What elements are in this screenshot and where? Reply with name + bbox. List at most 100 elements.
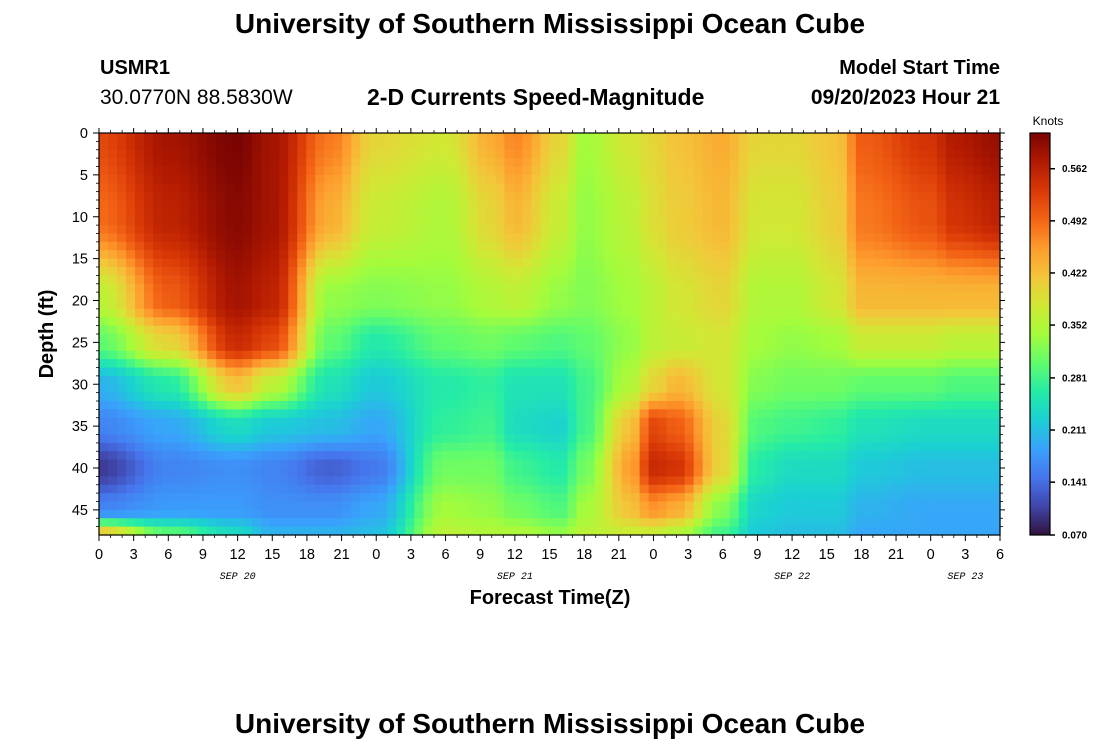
heat-cell <box>423 183 433 193</box>
heat-cell <box>648 392 659 402</box>
heat-cell <box>513 208 524 218</box>
heat-cell <box>324 258 334 268</box>
heat-cell <box>828 484 839 494</box>
heat-cell <box>459 166 470 176</box>
heat-cell <box>630 300 641 310</box>
heat-cell <box>927 317 938 327</box>
heat-cell <box>495 375 506 385</box>
heat-cell <box>801 384 812 394</box>
heat-cell <box>198 292 208 302</box>
heat-cell <box>405 518 415 528</box>
heat-cell <box>522 250 533 260</box>
heat-cell <box>810 200 821 209</box>
heat-cell <box>819 300 830 310</box>
heat-cell <box>603 300 614 310</box>
heat-cell <box>216 509 226 519</box>
heat-cell <box>477 526 488 536</box>
heat-cell <box>612 200 623 209</box>
heat-cell <box>423 518 433 528</box>
heat-cell <box>369 200 379 209</box>
heat-cell <box>729 334 740 343</box>
heat-cell <box>333 216 343 226</box>
heat-cell <box>864 526 875 536</box>
heat-cell <box>621 526 632 536</box>
heat-cell <box>387 384 397 394</box>
heat-cell <box>603 442 614 452</box>
heat-cell <box>117 367 127 377</box>
heat-cell <box>837 141 848 151</box>
heat-cell <box>882 409 893 419</box>
heat-cell <box>225 384 235 394</box>
heat-cell <box>270 133 280 142</box>
heat-cell <box>981 518 992 528</box>
heat-cell <box>531 384 542 394</box>
heat-cell <box>198 166 208 176</box>
heat-cell <box>855 283 866 293</box>
heat-cell <box>477 350 488 360</box>
heat-cell <box>666 308 677 318</box>
heat-cell <box>351 459 361 469</box>
heat-cell <box>819 250 830 260</box>
heat-cell <box>306 258 316 268</box>
heat-cell <box>540 233 551 243</box>
heat-cell <box>549 250 560 260</box>
heat-cell <box>450 317 460 327</box>
heat-cell <box>171 191 181 201</box>
heat-cell <box>360 174 370 184</box>
heat-cell <box>468 367 479 377</box>
heat-cell <box>873 317 884 327</box>
heat-cell <box>522 518 533 528</box>
heat-cell <box>720 174 731 184</box>
heat-cell <box>225 216 235 226</box>
heat-cell <box>441 275 451 285</box>
heat-cell <box>171 375 181 385</box>
heat-cell <box>360 250 370 260</box>
heat-cell <box>720 267 731 276</box>
heat-cell <box>297 191 307 201</box>
heat-cell <box>180 149 190 159</box>
heat-cell <box>981 166 992 176</box>
heat-cell <box>486 216 497 226</box>
heat-cell <box>486 283 497 293</box>
heat-cell <box>612 292 623 302</box>
heat-cell <box>198 183 208 193</box>
heat-cell <box>576 317 587 327</box>
heat-cell <box>882 468 893 477</box>
heat-cell <box>477 484 488 494</box>
heat-cell <box>630 308 641 318</box>
heat-cell <box>342 208 352 218</box>
heat-cell <box>360 442 370 452</box>
heat-cell <box>405 149 415 159</box>
heat-cell <box>639 267 650 276</box>
heat-cell <box>666 174 677 184</box>
heat-cell <box>189 417 199 427</box>
heat-cell <box>828 191 839 201</box>
heat-cell <box>423 241 433 251</box>
heat-cell <box>585 133 596 142</box>
heat-cell <box>261 518 271 528</box>
heat-cell <box>414 317 424 327</box>
heat-cell <box>927 275 938 285</box>
heat-cell <box>747 250 758 260</box>
heat-cell <box>360 233 370 243</box>
heat-cell <box>639 350 650 360</box>
heat-cell <box>135 392 145 402</box>
heat-cell <box>126 518 136 528</box>
heat-cell <box>846 367 857 377</box>
heat-cell <box>720 275 731 285</box>
heat-cell <box>738 166 749 176</box>
heat-cell <box>936 233 947 243</box>
heat-cell <box>918 141 929 151</box>
heat-cell <box>333 149 343 159</box>
heat-cell <box>594 518 605 528</box>
heat-cell <box>198 208 208 218</box>
heat-cell <box>675 359 686 369</box>
heat-cell <box>747 350 758 360</box>
heat-cell <box>234 283 244 293</box>
heat-cell <box>657 225 668 235</box>
heat-cell <box>297 501 307 511</box>
heat-cell <box>468 468 479 477</box>
heat-cell <box>891 216 902 226</box>
heat-cell <box>117 518 127 528</box>
heat-cell <box>522 283 533 293</box>
